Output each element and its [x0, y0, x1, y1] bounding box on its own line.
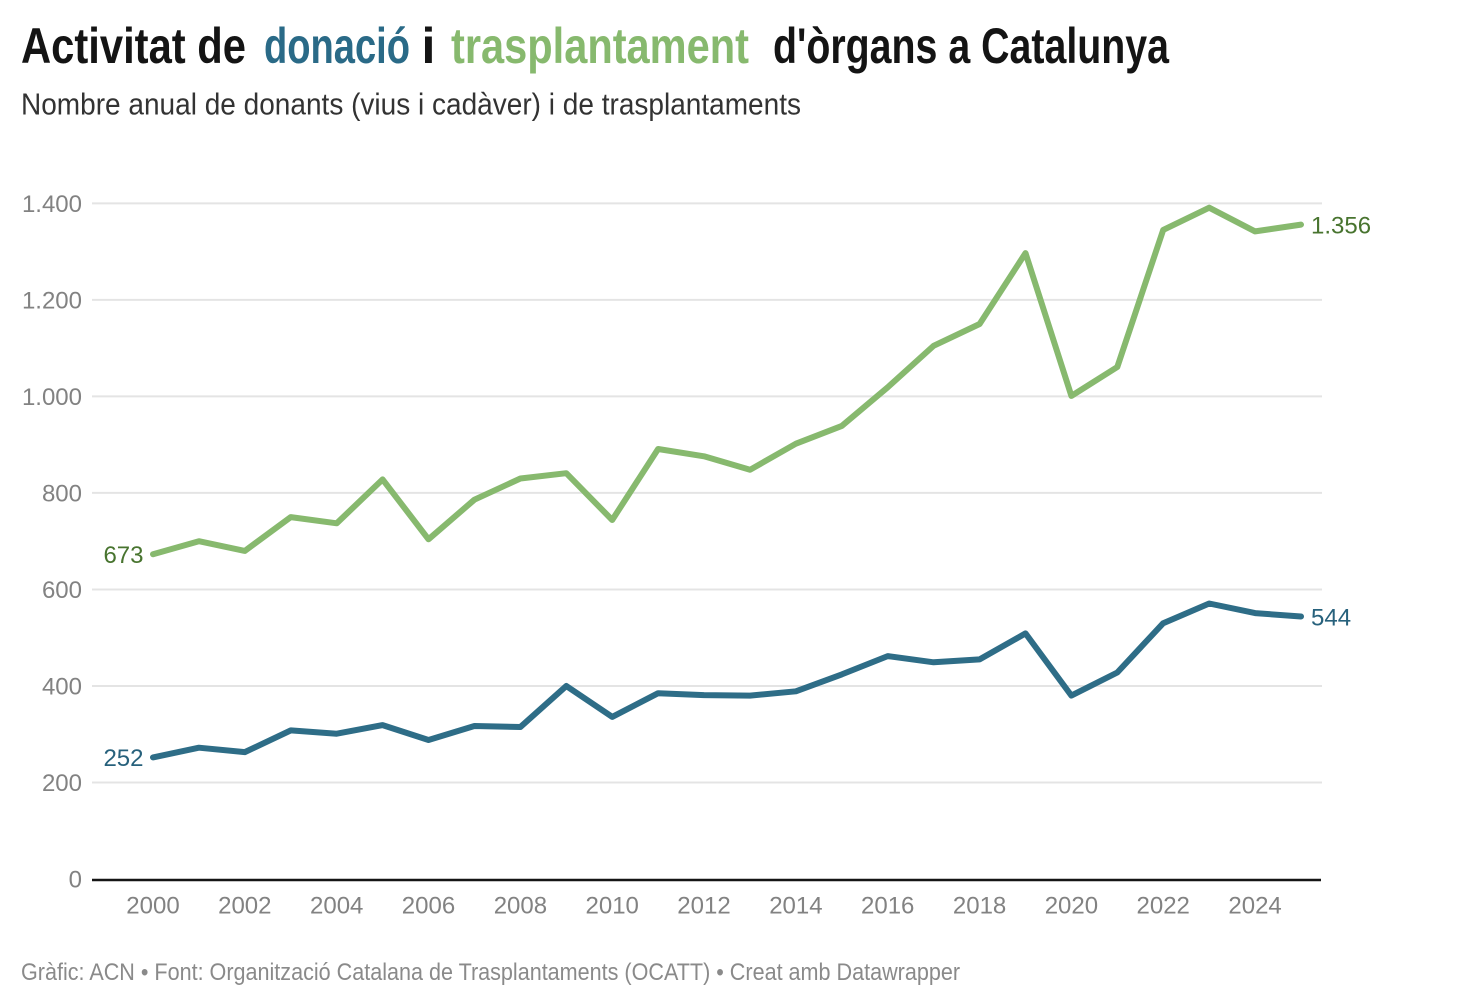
svg-text:2020: 2020 [1045, 893, 1098, 920]
svg-text:Nombre anual de donants (vius: Nombre anual de donants (vius i cadàver)… [21, 87, 801, 122]
svg-text:2016: 2016 [861, 893, 914, 920]
svg-text:2006: 2006 [402, 893, 455, 920]
svg-text:i: i [422, 18, 436, 74]
svg-text:252: 252 [103, 745, 143, 772]
svg-text:2014: 2014 [769, 893, 822, 920]
svg-text:2008: 2008 [494, 893, 547, 920]
svg-text:0: 0 [69, 867, 82, 894]
svg-text:1.000: 1.000 [22, 384, 82, 411]
svg-text:2002: 2002 [218, 893, 271, 920]
svg-text:1.356: 1.356 [1311, 212, 1371, 239]
svg-text:200: 200 [42, 770, 82, 797]
svg-text:400: 400 [42, 674, 82, 701]
svg-text:Gràfic: ACN • Font: Organitzac: Gràfic: ACN • Font: Organització Catalan… [21, 959, 960, 986]
svg-text:2010: 2010 [586, 893, 639, 920]
svg-text:2000: 2000 [126, 893, 179, 920]
svg-text:2024: 2024 [1228, 893, 1281, 920]
svg-text:2018: 2018 [953, 893, 1006, 920]
svg-text:2022: 2022 [1137, 893, 1190, 920]
svg-text:1.400: 1.400 [22, 191, 82, 218]
svg-text:800: 800 [42, 481, 82, 508]
svg-text:2012: 2012 [677, 893, 730, 920]
svg-text:donació: donació [264, 18, 410, 74]
svg-text:trasplantament: trasplantament [451, 18, 749, 74]
svg-text:1.200: 1.200 [22, 288, 82, 315]
svg-text:d'òrgans a Catalunya: d'òrgans a Catalunya [773, 18, 1170, 74]
svg-text:673: 673 [103, 542, 143, 569]
svg-text:544: 544 [1311, 604, 1351, 631]
svg-text:2004: 2004 [310, 893, 363, 920]
svg-text:Activitat de: Activitat de [21, 18, 246, 74]
svg-text:600: 600 [42, 577, 82, 604]
